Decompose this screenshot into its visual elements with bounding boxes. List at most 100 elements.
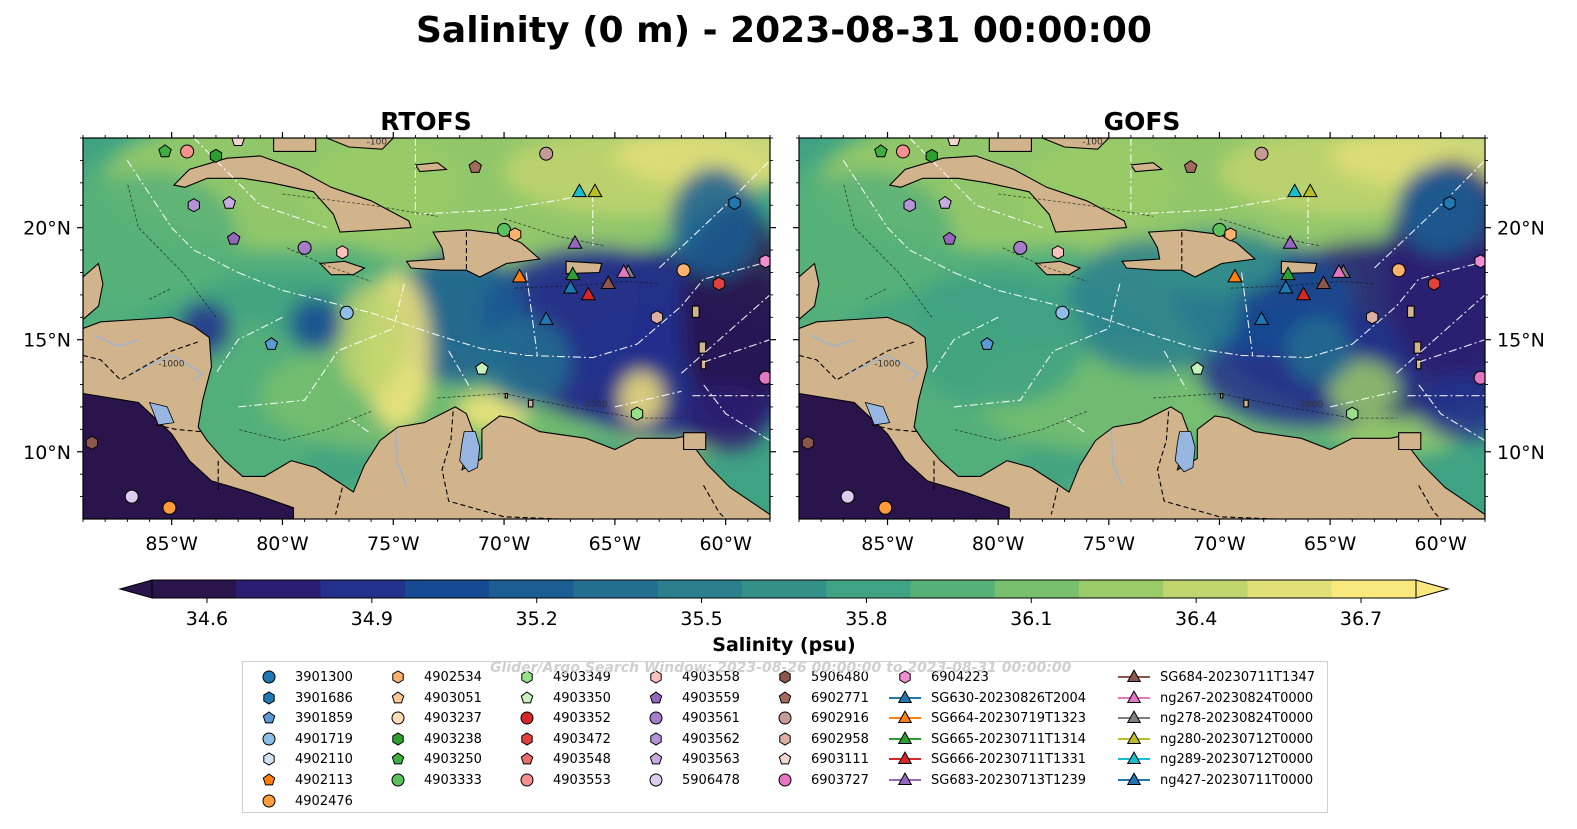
contour-label: -100 (1082, 138, 1103, 148)
legend-label: 6902958 (811, 731, 869, 747)
x-tick-label: 80°W (256, 533, 309, 555)
platform-marker-ng427 (1278, 279, 1294, 294)
legend-marker (391, 690, 405, 703)
legend-marker (778, 711, 792, 725)
legend-label: 4903238 (424, 731, 482, 747)
legend-label: ng267-20230824T0000 (1160, 690, 1314, 706)
legend-label: SG684-20230711T1347 (1160, 670, 1316, 685)
platform-marker-SG666 (580, 286, 596, 301)
legend-item: ng280-20230712T0000 (1116, 729, 1326, 750)
colorbar-tick-label: 35.8 (845, 608, 887, 630)
legend-item: 3901300 (251, 667, 461, 688)
platform-marker-6902916 (539, 146, 554, 161)
legend-column: SG684-20230711T1347 ng267-20230824T0000 ng… (1116, 667, 1326, 791)
legend-item: 4902476 (251, 791, 461, 812)
colorbar-tick-label: 36.1 (1010, 608, 1052, 630)
legend-label: 4902110 (295, 752, 353, 768)
colorbar-tick-label: 36.4 (1175, 608, 1217, 630)
x-tick-label: 85°W (145, 533, 198, 555)
legend-column: 4902534 4903051 4903237 4903238 4903250 49033… (380, 667, 590, 791)
legend-column: 4903558 4903559 4903561 4903562 4903563 59064… (638, 667, 848, 791)
legend-marker-icon (520, 690, 534, 703)
platform-marker-6903727 (758, 370, 770, 385)
legend-label: 4903350 (553, 690, 611, 706)
figure-title: Salinity (0 m) - 2023-08-31 00:00:00 (416, 10, 1152, 51)
platform-marker-4903561 (1013, 240, 1028, 255)
rtofs-land-mask (83, 138, 770, 519)
x-tick-label: 75°W (1083, 533, 1136, 555)
platform-marker-SG664 (1227, 268, 1243, 283)
legend-item: 4903237 (380, 708, 590, 729)
legend-label: ng289-20230712T0000 (1160, 752, 1314, 768)
platform-marker-4903250 (874, 144, 888, 158)
legend-marker (521, 732, 533, 746)
platform-marker-SG665 (1280, 266, 1296, 281)
platform-marker-6902958 (650, 310, 664, 325)
legend-item: 6902916 (767, 708, 977, 729)
y-tick-label: 15°N (23, 330, 71, 352)
legend-marker-icon (650, 670, 662, 684)
platform-marker-ng280 (1302, 183, 1318, 198)
platform-marker-6902958 (1366, 310, 1379, 325)
legend-marker-icon (778, 773, 792, 787)
colorbar-segment (741, 580, 827, 598)
y-tick-label: 20°N (23, 218, 71, 240)
legend-item: 4903250 (380, 749, 590, 770)
platform-marker-ng267 (1331, 263, 1347, 278)
legend-label: 6902771 (811, 690, 869, 706)
platform-marker-4903349 (630, 406, 644, 421)
gofs-title: GOFS (1104, 107, 1181, 136)
legend-column: 4903349 4903350 4903352 4903472 4903548 49035… (509, 667, 719, 791)
legend-label: ng278-20230824T0000 (1160, 711, 1314, 727)
legend-marker-icon (778, 690, 792, 703)
legend-marker-icon (521, 670, 533, 684)
legend-item: 4902113 (251, 770, 461, 791)
rtofs-title: RTOFS (380, 107, 472, 136)
legend-label: 6904223 (931, 670, 989, 685)
legend-item: 6903727 (767, 770, 977, 791)
platform-marker-ng289 (1287, 183, 1303, 198)
legend-label: SG665-20230711T1314 (931, 731, 1087, 747)
legend-marker (897, 772, 913, 785)
platform-marker-4903563 (222, 195, 236, 209)
legend-marker (649, 773, 663, 787)
x-tick-label: 85°W (861, 533, 914, 555)
legend-item: 4902534 (380, 667, 590, 688)
legend-item: 4903559 (638, 688, 848, 709)
legend-marker-icon (889, 689, 921, 703)
gofs-land-mask (799, 138, 1485, 519)
legend-marker (649, 711, 663, 725)
legend-marker-icon (391, 752, 405, 765)
platform-marker-6902916 (1254, 146, 1269, 161)
legend-label: 4901719 (295, 731, 353, 747)
legend-marker-icon (262, 732, 276, 746)
legend-item: 4903472 (509, 729, 719, 750)
legend-marker (392, 732, 404, 746)
search-window-watermark: Glider/Argo Search Window: 2023-08-26 00… (490, 660, 1072, 676)
legend-marker (778, 752, 792, 765)
legend-label: 4903051 (424, 690, 482, 706)
legend-item: 4903548 (509, 749, 719, 770)
legend-item: SG664-20230719T1323 (887, 708, 1097, 729)
platform-marker-4903558 (1051, 245, 1064, 260)
legend-marker (262, 773, 276, 786)
legend-marker-icon (521, 732, 533, 746)
platform-marker-4903350 (1190, 361, 1205, 375)
platform-marker-6904223 (759, 254, 770, 269)
legend-marker (649, 690, 663, 703)
legend-marker (391, 711, 405, 725)
platform-marker-4903559 (226, 231, 241, 245)
platform-marker-ng427 (562, 279, 579, 294)
contour-label: -1000 (874, 360, 900, 370)
legend-marker (262, 670, 276, 684)
legend-label: 6903727 (811, 772, 869, 788)
colorbar: 34.6 34.9 35.2 35.5 35.8 36.1 36.4 36.7 (118, 579, 1450, 630)
legend-marker (262, 794, 276, 808)
legend-marker (521, 670, 533, 684)
legend-marker-icon (778, 752, 792, 765)
platform-marker-5906480 (801, 435, 814, 450)
legend-item: 4903350 (509, 688, 719, 709)
legend-marker (897, 710, 913, 724)
legend-marker (520, 711, 534, 725)
legend-label: 4903553 (553, 772, 611, 788)
